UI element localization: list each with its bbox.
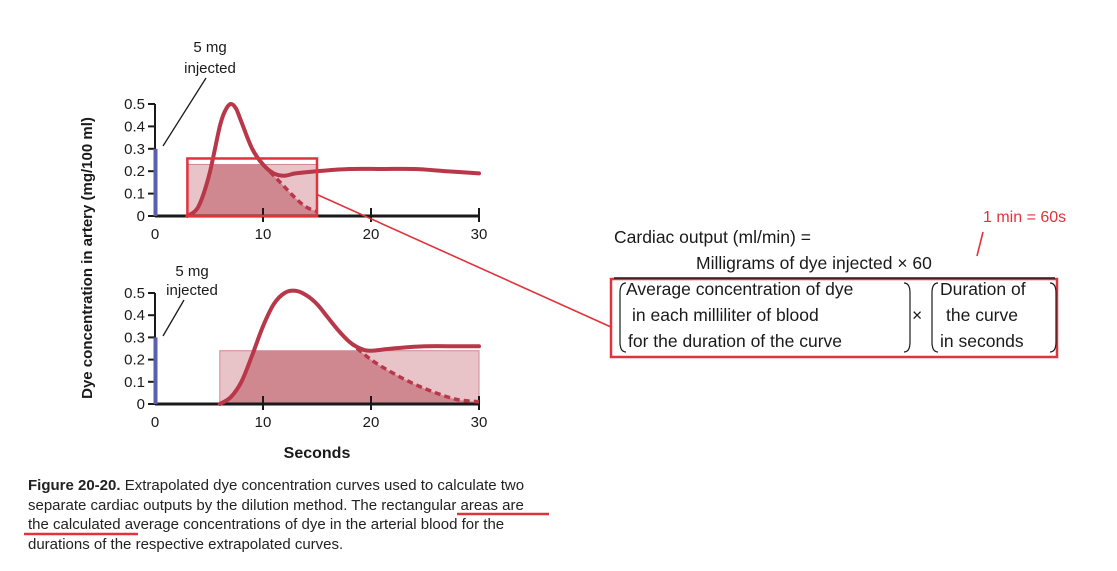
x-tick-label: 0 (151, 226, 159, 243)
x-tick-label: 20 (363, 414, 380, 431)
note-pointer (976, 231, 984, 257)
y-tick-label: 0.1 (124, 186, 145, 203)
formula-lhs: Cardiac output (ml/min) = (614, 227, 811, 247)
injection-label-text: injected (184, 60, 236, 77)
x-tick-label: 10 (255, 226, 272, 243)
x-tick-label: 0 (151, 414, 159, 431)
x-tick-label: 10 (255, 414, 272, 431)
caption-text-before: Extrapolated dye concentration curves us… (28, 477, 525, 514)
injection-pointer (162, 299, 185, 337)
formula-bracket-right-close (1049, 282, 1057, 353)
formula-denominator-right-3: in seconds (940, 331, 1024, 351)
y-tick-label: 0.5 (124, 285, 145, 302)
highlight-connector-line (316, 193, 612, 328)
y-tick-label: 0 (137, 396, 145, 413)
bottom-chart: 0 0.1 0.2 0.3 0.4 0.5 0 10 20 30 5 mg injected (124, 263, 487, 431)
formula-numerator: Milligrams of dye injected × 60 (696, 253, 932, 273)
caption-text-after: the calculated average concentrations of… (28, 516, 505, 553)
y-axis-label: Dye concentration in artery (mg/100 ml) (79, 117, 96, 399)
formula-denominator-left-1: Average concentration of dye (626, 279, 854, 299)
highlight-box-denominator (609, 277, 1059, 359)
y-tick-label: 0.2 (124, 163, 145, 180)
x-tick-label: 30 (471, 414, 488, 431)
formula-bracket-right-open (931, 282, 939, 353)
injection-label-text: injected (166, 282, 218, 299)
injection-label-amount: 5 mg (175, 263, 208, 280)
formula-times-sign: × (912, 305, 923, 325)
minute-conversion-note: 1 min = 60s (983, 209, 1067, 226)
y-tick-label: 0.2 (124, 352, 145, 369)
injection-pointer (162, 77, 207, 147)
formula-denominator-right-1: Duration of (940, 279, 1026, 299)
y-tick-label: 0.3 (124, 141, 145, 158)
y-tick-label: 0.4 (124, 307, 145, 324)
annotation-overlay (24, 157, 1059, 536)
caption-highlighted-text: The rectangular areas are (351, 496, 524, 514)
y-tick-label: 0.4 (124, 118, 145, 135)
injection-label-amount: 5 mg (193, 39, 226, 56)
measured-curve (185, 101, 481, 218)
extrapolated-curve (348, 340, 480, 404)
formula-bracket-left-close (903, 282, 911, 353)
y-tick-label: 0.5 (124, 96, 145, 113)
y-tick-label: 0.1 (124, 374, 145, 391)
formula-denominator-right-2: the curve (946, 305, 1018, 325)
injection-bar (153, 337, 158, 404)
y-tick-label: 0.3 (124, 329, 145, 346)
y-tick-label: 0 (137, 208, 145, 225)
top-chart: 0 0.1 0.2 0.3 0.4 0.5 0 10 20 30 5 mg injected (124, 39, 487, 243)
highlight-box-rectangle (186, 157, 319, 218)
formula-denominator-left-3: for the duration of the curve (628, 331, 843, 351)
x-tick-label: 30 (471, 226, 488, 243)
formula-bracket-left-open (619, 282, 627, 353)
formula-denominator-left-2: in each milliliter of blood (632, 305, 819, 325)
x-tick-label: 20 (363, 226, 380, 243)
injection-bar (153, 148, 158, 216)
x-axis-label: Seconds (284, 445, 351, 462)
area-under-curve (187, 164, 317, 216)
area-under-curve (219, 350, 479, 404)
caption-label: Figure 20-20. (28, 477, 121, 494)
measured-curve (217, 288, 481, 406)
figure-caption: Figure 20-20. Extrapolated dye concentra… (28, 476, 548, 554)
